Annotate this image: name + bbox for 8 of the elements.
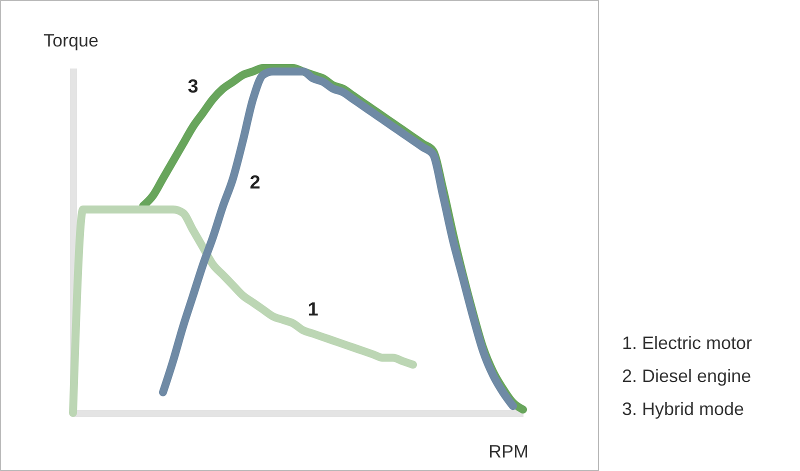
text: 2. Diesel engine [622,366,752,387]
series-label: 1 [308,300,319,321]
x-axis-title: RPM [488,442,528,462]
y-axis-title: Torque [44,30,99,50]
text: 3. Hybrid mode [622,399,744,420]
series-label: 2 [250,172,260,194]
text: 1. Electric motor [622,333,752,354]
series-label: 3 [188,76,198,98]
